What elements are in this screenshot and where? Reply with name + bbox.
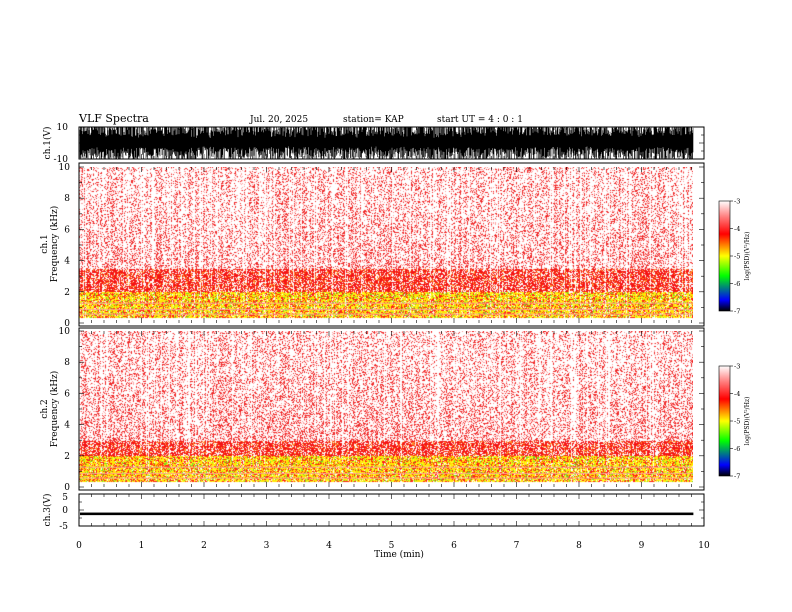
freq-tick-label: 10 bbox=[59, 327, 71, 337]
date-label: Jul. 20, 2025 bbox=[249, 115, 308, 125]
start-ut-label: start UT = 4 : 0 : 1 bbox=[437, 115, 523, 125]
ch2-spectrogram-channel-label: ch.2 bbox=[40, 399, 50, 418]
ch2-spectrogram-ylabel: Frequency (kHz) bbox=[49, 371, 60, 448]
colorbar-tick-label: -5 bbox=[734, 418, 740, 426]
ch3-waveform-ylabel: ch.3(V) bbox=[42, 494, 53, 527]
time-tick-label: 6 bbox=[451, 541, 457, 551]
time-tick-label: 0 bbox=[76, 541, 82, 551]
colorbar-tick-label: -6 bbox=[734, 445, 740, 453]
ch1-colorbar-title: log(PSD)(V²/Hz) bbox=[744, 232, 751, 281]
ch1-spectrogram-channel-label: ch.1 bbox=[40, 234, 50, 253]
freq-tick-label: 10 bbox=[59, 163, 71, 173]
ch2-colorbar-ticks: -3 -4 -5 -6 -7 bbox=[730, 363, 740, 481]
time-tick-label: 7 bbox=[514, 541, 520, 551]
ch1-waveform-line bbox=[79, 127, 694, 159]
time-tick-label: 9 bbox=[639, 541, 645, 551]
ch1-spectrogram-ytick-labels: 0 2 4 6 8 10 bbox=[59, 163, 71, 329]
time-axis-tick-labels: 0 1 2 3 4 5 6 7 8 9 10 bbox=[76, 541, 710, 551]
ch3-ytick-mid: 0 bbox=[62, 506, 68, 516]
ch3-waveform-panel: 5 0 -5 ch.3(V) 0 1 2 3 4 5 6 7 8 9 10 Time (min) bbox=[42, 493, 710, 560]
ch3-waveform-ticks bbox=[78, 493, 705, 527]
ch1-waveform-ticks bbox=[78, 126, 705, 160]
ch1-colorbar-ticks: -3 -4 -5 -6 -7 bbox=[730, 198, 740, 316]
colorbar-tick-label: -7 bbox=[734, 473, 740, 481]
freq-tick-label: 2 bbox=[64, 288, 70, 298]
ch2-spectrogram-image bbox=[79, 331, 693, 487]
ch2-colorbar: -3 -4 -5 -6 -7 log(PSD)(V²/Hz) bbox=[718, 363, 751, 481]
colorbar-tick-label: -4 bbox=[734, 390, 740, 398]
colorbar-tick-label: -7 bbox=[734, 308, 740, 316]
ch2-colorbar-gradient bbox=[718, 365, 731, 477]
ch1-spectrogram-ylabel: Frequency (kHz) bbox=[49, 206, 60, 283]
colorbar-tick-label: -3 bbox=[734, 363, 740, 371]
ch1-colorbar: -3 -4 -5 -6 -7 log(PSD)(V²/Hz) bbox=[718, 198, 751, 316]
freq-tick-label: 4 bbox=[64, 421, 70, 431]
freq-tick-label: 6 bbox=[64, 225, 70, 235]
ch1-spectrogram-image bbox=[79, 167, 693, 323]
freq-tick-label: 4 bbox=[64, 257, 70, 267]
ch1-colorbar-gradient bbox=[718, 200, 731, 312]
freq-tick-label: 8 bbox=[64, 358, 70, 368]
freq-tick-label: 8 bbox=[64, 194, 70, 204]
ch1-ytick-top: 10 bbox=[57, 123, 69, 133]
time-tick-label: 10 bbox=[698, 541, 710, 551]
ch1-ytick-bottom: -10 bbox=[54, 155, 69, 165]
time-tick-label: 2 bbox=[201, 541, 207, 551]
freq-tick-label: 0 bbox=[64, 319, 70, 329]
colorbar-tick-label: -6 bbox=[734, 280, 740, 288]
time-tick-label: 8 bbox=[576, 541, 582, 551]
time-tick-label: 4 bbox=[326, 541, 332, 551]
freq-tick-label: 2 bbox=[64, 452, 70, 462]
ch3-ytick-top: 5 bbox=[62, 493, 68, 503]
colorbar-tick-label: -4 bbox=[734, 225, 740, 233]
time-tick-label: 3 bbox=[264, 541, 270, 551]
time-tick-label: 5 bbox=[389, 541, 395, 551]
ch1-spectrogram-ticks bbox=[78, 166, 705, 324]
ch1-spectrogram-panel: 0 2 4 6 8 10 ch.1 Frequency (kHz) bbox=[40, 162, 705, 329]
figure-title: VLF Spectra bbox=[78, 112, 149, 125]
ch3-ytick-bottom: -5 bbox=[59, 522, 68, 532]
ch1-spectrogram-frame bbox=[78, 162, 705, 327]
ch2-spectrogram-ticks bbox=[78, 330, 705, 488]
freq-tick-label: 0 bbox=[64, 483, 70, 493]
time-tick-label: 1 bbox=[139, 541, 145, 551]
ch1-waveform-ylabel: ch.1(V) bbox=[42, 127, 53, 160]
ch1-waveform-trace bbox=[79, 127, 694, 159]
ch2-spectrogram-panel: 0 2 4 6 8 10 ch.2 Frequency (kHz) bbox=[40, 327, 705, 493]
freq-tick-label: 6 bbox=[64, 389, 70, 399]
station-label: station= KAP bbox=[343, 115, 404, 125]
colorbar-tick-label: -5 bbox=[734, 253, 740, 261]
ch1-waveform-panel: 10 -10 ch.1(V) bbox=[42, 123, 705, 165]
ch2-colorbar-title: log(PSD)(V²/Hz) bbox=[744, 397, 751, 446]
ch3-waveform-trace bbox=[80, 512, 694, 516]
ch2-spectrogram-ytick-labels: 0 2 4 6 8 10 bbox=[59, 327, 71, 493]
colorbar-tick-label: -3 bbox=[734, 198, 740, 206]
time-axis-label: Time (min) bbox=[374, 549, 424, 560]
